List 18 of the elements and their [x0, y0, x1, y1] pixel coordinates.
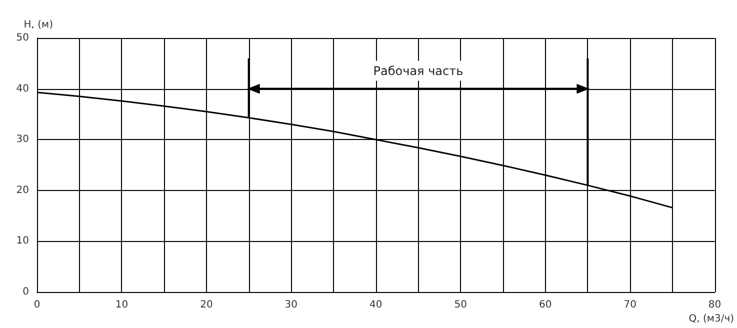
x-tick-label: 30: [284, 300, 298, 310]
y-tick-label: 20: [16, 184, 29, 196]
x-tick-label: 20: [200, 300, 213, 310]
x-tick-label: 70: [624, 300, 636, 310]
y-tick-label: 40: [16, 83, 29, 94]
y-axis-title: H, (м): [24, 20, 54, 30]
y-tick-label: 0: [22, 286, 29, 298]
x-tick-label: 40: [370, 300, 382, 310]
x-tick-label: 60: [538, 300, 552, 310]
y-tick-label: 50: [16, 32, 29, 44]
x-tick-label: 50: [454, 300, 467, 310]
x-tick-label: 10: [115, 300, 128, 310]
y-tick-label: 30: [16, 134, 29, 146]
x-tick-label: 0: [34, 300, 40, 310]
y-tick-label: 10: [16, 236, 29, 247]
annotation: Рабочая часть: [373, 64, 464, 78]
x-tick-label: 80: [708, 300, 722, 310]
x-axis-title: Q, (м3/ч): [688, 314, 734, 324]
